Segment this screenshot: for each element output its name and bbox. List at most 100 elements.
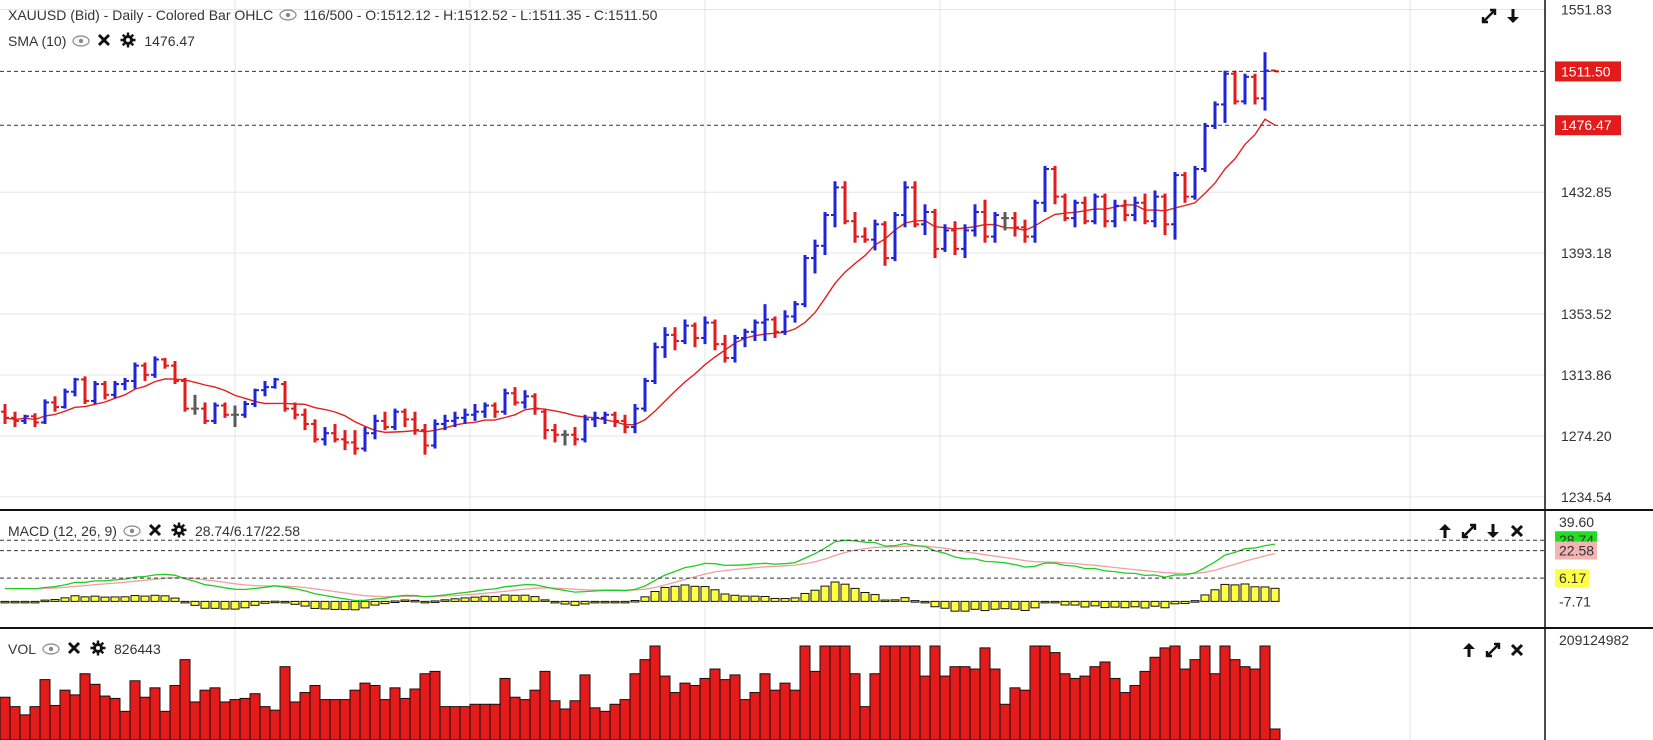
eye-icon[interactable] — [42, 640, 60, 658]
ohlc-bar — [21, 414, 29, 424]
macd-histogram-bar — [420, 600, 430, 604]
volume-bar — [219, 701, 231, 740]
volume-bar — [569, 700, 581, 740]
macd-histogram-bar — [380, 600, 390, 605]
macd-histogram-bar — [80, 596, 90, 602]
volume-bar — [759, 673, 771, 740]
volume-bar — [389, 687, 401, 740]
macd-histogram-bar — [500, 594, 510, 602]
arrow-down-icon[interactable] — [1484, 522, 1502, 540]
expand-icon[interactable] — [1480, 7, 1498, 25]
y-tick-label: 1313.86 — [1561, 367, 1612, 383]
volume-bar — [419, 673, 431, 740]
y-tick-label: 1353.52 — [1561, 306, 1612, 322]
macd-histogram-bar — [140, 595, 150, 602]
macd-histogram-bar — [30, 600, 40, 604]
volume-bar — [269, 709, 281, 740]
sma-last-tag-label: 1476.47 — [1561, 117, 1612, 133]
volume-bar — [179, 659, 191, 740]
volume-bar — [89, 683, 101, 740]
macd-histogram-bar — [280, 600, 290, 604]
ohlc-bar — [711, 319, 719, 351]
volume-bar — [239, 697, 251, 740]
macd-histogram-bar — [790, 597, 800, 602]
close-icon[interactable] — [1508, 522, 1526, 540]
macd-histogram-bar — [580, 600, 590, 605]
ohlc-bar — [591, 411, 599, 428]
ohlc-bar — [301, 408, 309, 431]
volume-bar — [109, 697, 121, 740]
macd-histogram-bar — [530, 596, 540, 602]
volume-bar — [149, 687, 161, 740]
eye-icon[interactable] — [72, 32, 90, 50]
macd-histogram-bar — [230, 600, 240, 610]
macd-histogram-bar — [130, 595, 140, 602]
ohlc-bar — [281, 380, 289, 412]
gear-icon[interactable] — [120, 32, 138, 50]
macd-tick-label: 22.58 — [1559, 543, 1594, 559]
close-icon[interactable] — [1508, 641, 1526, 659]
volume-bar — [989, 668, 1001, 740]
sma-header: SMA (10) 1476.47 — [8, 32, 195, 50]
volume-bar — [879, 645, 891, 740]
macd-histogram-bar — [20, 600, 30, 604]
macd-histogram-bar — [1050, 600, 1060, 604]
macd-tag — [1555, 569, 1589, 588]
eye-icon[interactable] — [123, 522, 141, 540]
ohlc-bar — [861, 227, 869, 243]
macd-histogram-bar — [1270, 587, 1280, 602]
macd-histogram-bar — [450, 598, 460, 602]
ohlc-bar — [1201, 122, 1209, 173]
close-icon[interactable] — [147, 522, 165, 540]
volume-bar — [1009, 687, 1021, 740]
vol-pane — [0, 645, 1281, 740]
ohlc-bar — [821, 211, 829, 255]
arrow-up-icon[interactable] — [1436, 522, 1454, 540]
volume-bar — [589, 707, 601, 740]
volume-bar — [789, 689, 801, 740]
macd-histogram-bar — [1070, 600, 1080, 606]
macd-histogram-bar — [50, 599, 60, 602]
ohlc-bar — [191, 394, 199, 415]
macd-histogram-bar — [290, 600, 300, 605]
volume-bar — [929, 645, 941, 740]
macd-histogram-bar — [440, 599, 450, 602]
ohlc-bar — [11, 411, 19, 428]
ohlc-bar — [381, 411, 389, 431]
macd-histogram-bar — [780, 598, 790, 602]
ohlc-bar — [51, 396, 59, 412]
ohlc-bar — [751, 319, 759, 342]
ohlc-bar — [491, 402, 499, 418]
macd-histogram-bar — [740, 595, 750, 602]
sma-last-tag — [1555, 115, 1621, 136]
macd-histogram-bar — [1210, 589, 1220, 602]
vol-tick-label: 209124982 — [1559, 632, 1629, 648]
close-icon[interactable] — [66, 640, 84, 658]
y-tick-label: 1432.85 — [1561, 184, 1612, 200]
macd-histogram-bar — [1150, 600, 1160, 607]
ohlc-bar — [31, 413, 39, 428]
ohlc-bar — [1131, 196, 1139, 222]
volume-bar — [1199, 645, 1211, 740]
price-pane — [0, 52, 1545, 455]
expand-icon[interactable] — [1484, 641, 1502, 659]
arrow-down-icon[interactable] — [1504, 7, 1522, 25]
macd-histogram-bar — [990, 600, 1000, 610]
macd-line — [4, 539, 1276, 602]
arrow-up-icon[interactable] — [1460, 641, 1478, 659]
eye-icon[interactable] — [279, 6, 297, 24]
volume-bar — [799, 645, 811, 740]
ohlc-bar — [1261, 52, 1269, 111]
ohlc-bar — [331, 423, 339, 443]
gear-icon[interactable] — [90, 640, 108, 658]
close-icon[interactable] — [96, 32, 114, 50]
macd-histogram-bar — [1180, 600, 1190, 604]
volume-bar — [1189, 659, 1201, 740]
macd-histogram-bar — [660, 586, 670, 602]
macd-toolbar — [1436, 522, 1526, 540]
volume-bar — [829, 645, 841, 740]
macd-histogram-bar — [1230, 584, 1240, 602]
gear-icon[interactable] — [171, 522, 189, 540]
expand-icon[interactable] — [1460, 522, 1478, 540]
